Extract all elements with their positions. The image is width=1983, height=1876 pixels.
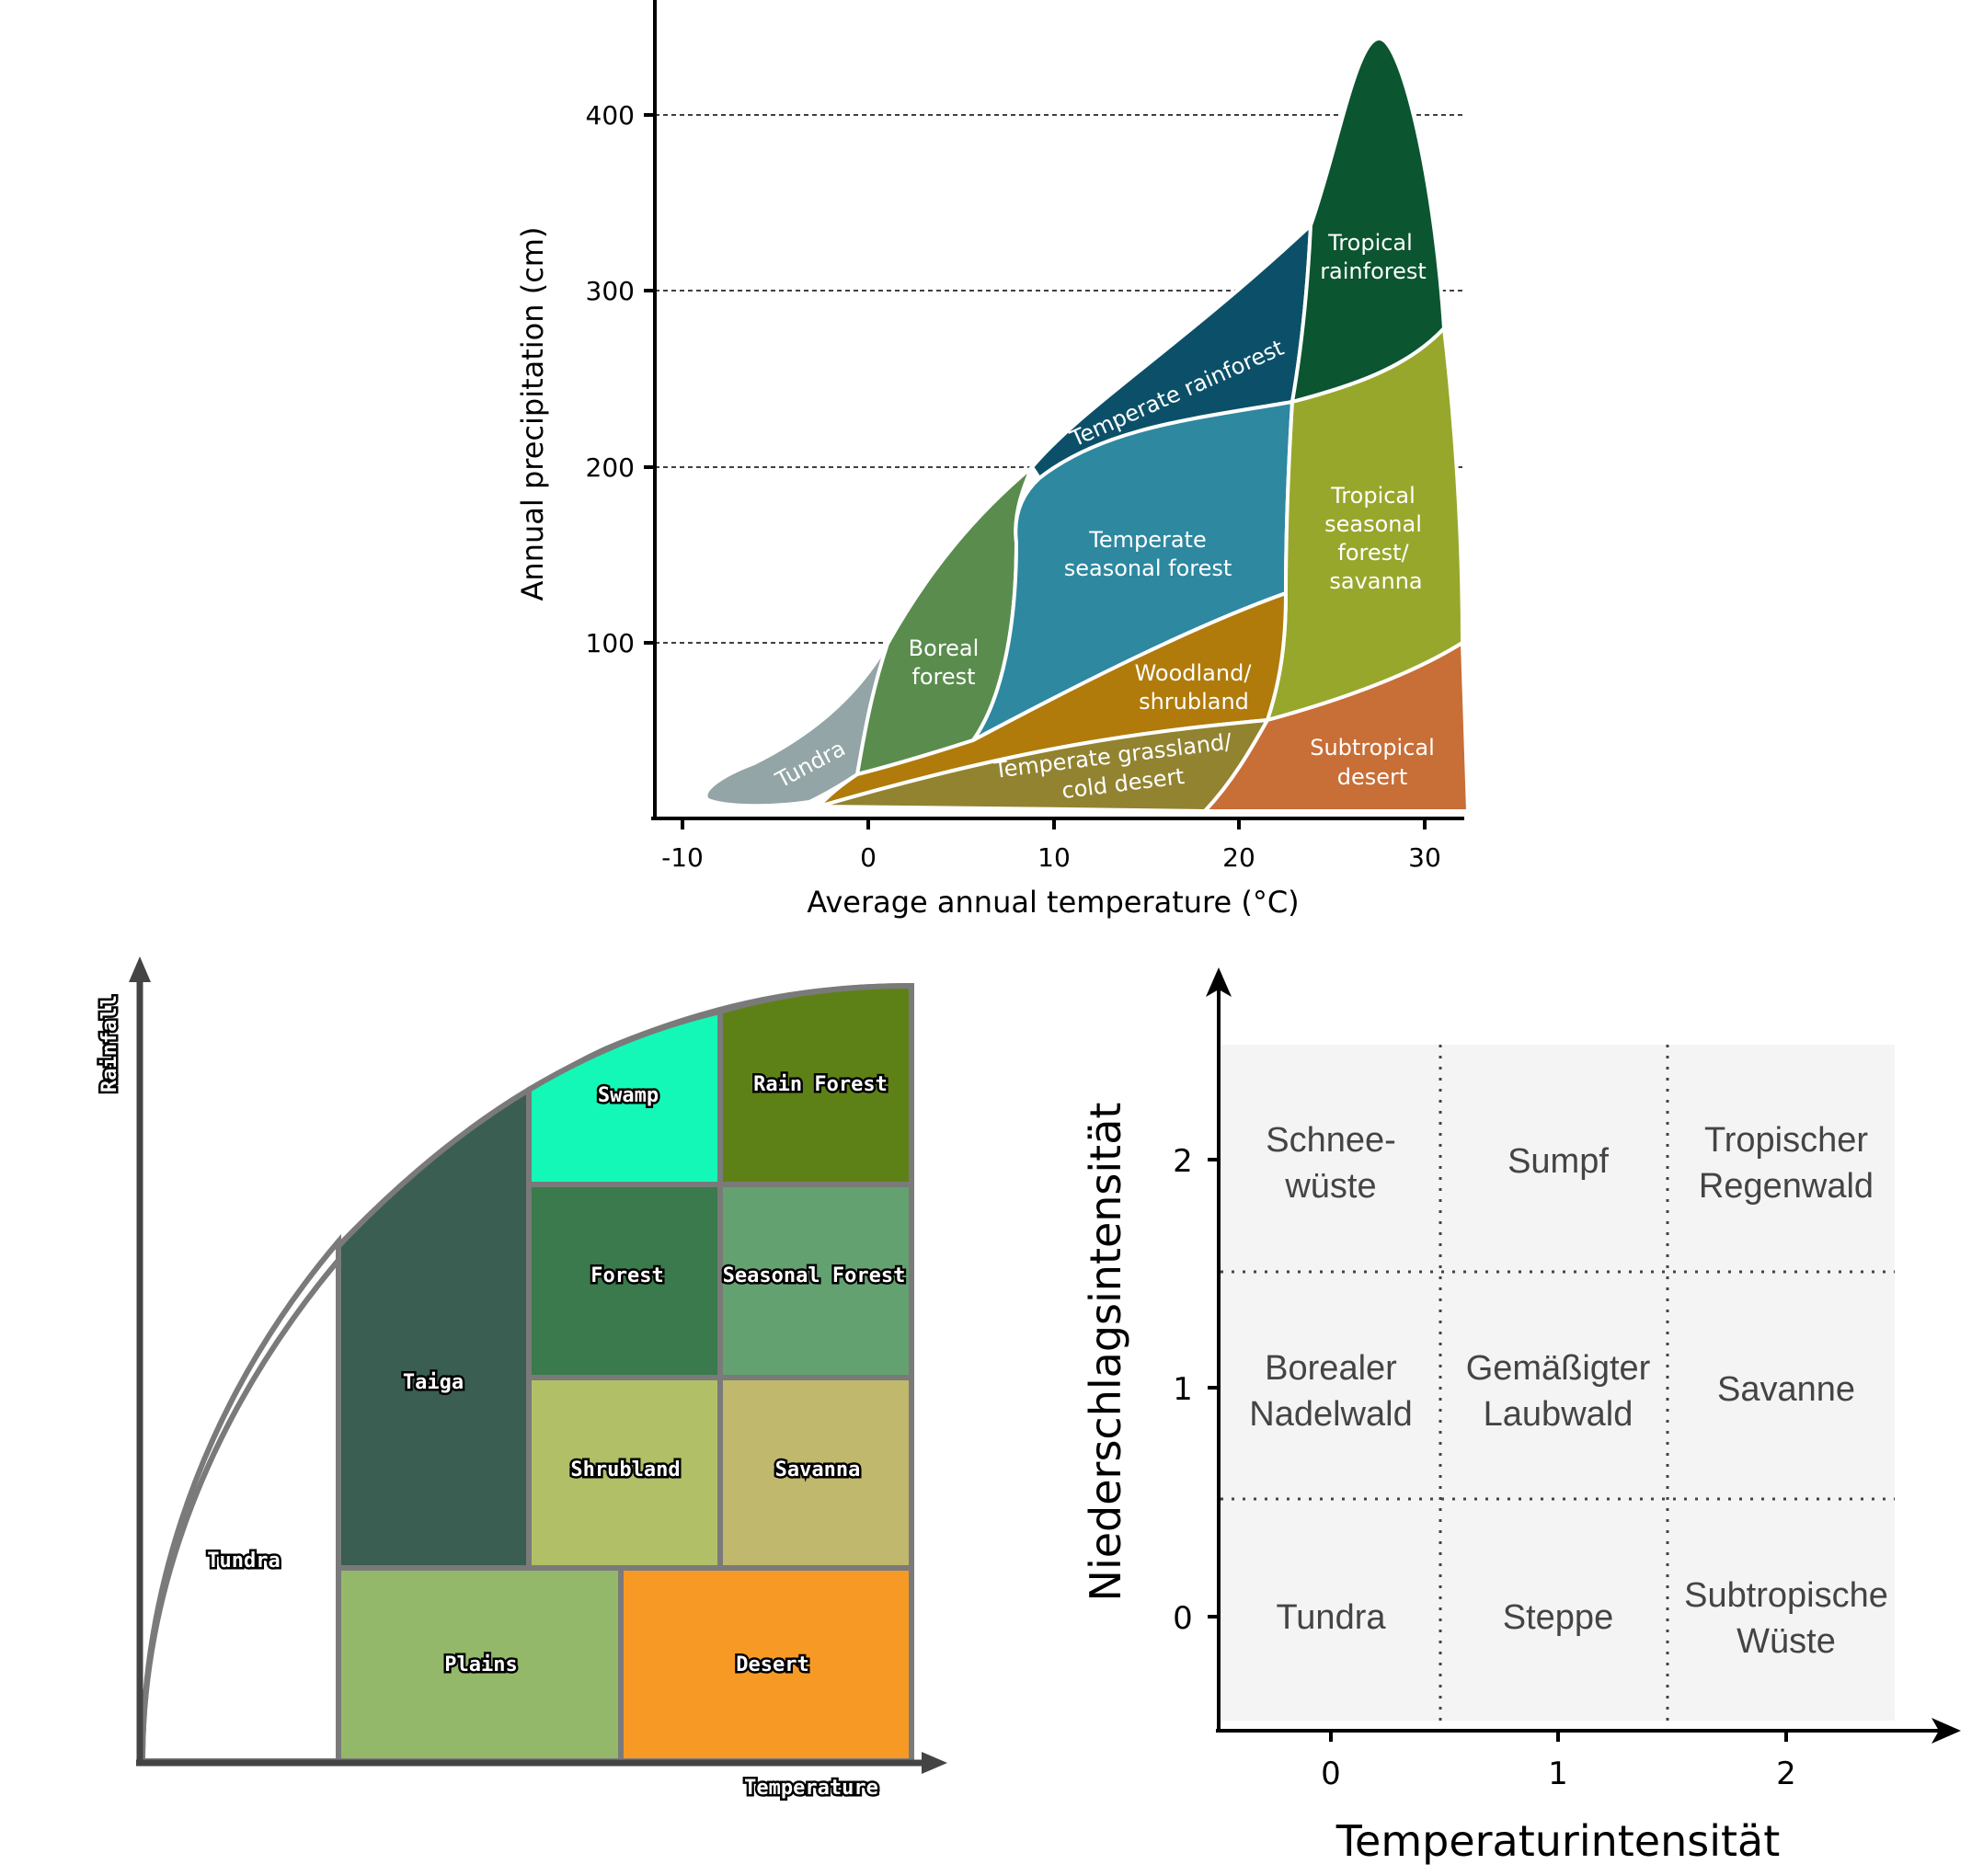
de-cell-steppe: Steppe [1503,1598,1613,1637]
ytick-label-300: 300 [586,276,635,306]
cell-taiga [336,1084,532,1571]
label-boreal-2: forest [911,664,975,690]
german-xtick-label-2: 2 [1776,1756,1796,1792]
de-cell-savanne: Savanne [1717,1370,1855,1409]
de-cell-tundra: Tundra [1277,1598,1387,1637]
ytick-label-100: 100 [586,628,635,658]
ytick-label-400: 400 [586,100,635,131]
pixel-cell-labels: Tundra Taiga Swamp Rain Forest Forest Se… [205,1071,908,1679]
german-x-arrow-icon [1931,1718,1961,1744]
de-cell-schneewueste-2: wüste [1284,1167,1376,1206]
german-x-label: Temperaturintensität [1335,1816,1781,1866]
de-cell-nadelwald-1: Borealer [1265,1349,1397,1388]
de-cell-laubwald-1: Gemäßigter [1466,1349,1651,1388]
xtick-label-m10: -10 [661,842,704,873]
whittaker-x-label: Average annual temperature (°C) [807,885,1299,920]
label-pixel-savanna: Savanna [775,1458,861,1481]
label-tropical-seasonal-1: Tropical [1330,483,1416,509]
de-cell-sumpf: Sumpf [1507,1142,1609,1181]
german-xtick-label-1: 1 [1548,1756,1568,1792]
label-pixel-desert: Desert [736,1653,808,1676]
german-y-arrow-icon [1206,967,1232,997]
de-cell-wueste-2: Wüste [1737,1622,1836,1661]
label-pixel-swamp: Swamp [598,1084,659,1107]
label-pixel-forest: Forest [590,1264,663,1287]
ytick-label-200: 200 [586,452,635,483]
grid-background [1221,1045,1895,1721]
label-temperate-seasonal-2: seasonal forest [1064,555,1232,581]
whittaker-diagram: Tundra Boreal forest Temperate seasonal … [515,0,1470,920]
german-ytick-label-1: 1 [1173,1371,1193,1408]
label-pixel-seasonal-forest: Seasonal Forest [723,1264,906,1287]
label-pixel-plains: Plains [444,1653,517,1676]
pixel-x-arrow-icon [922,1752,947,1774]
xtick-label-30: 30 [1408,842,1441,873]
label-pixel-shrubland: Shrubland [570,1458,680,1481]
label-tropical-rainforest-2: rainforest [1320,258,1427,284]
german-ytick-label-0: 0 [1173,1600,1193,1637]
german-axes [1206,967,1961,1744]
label-tropical-seasonal-3: forest/ [1337,540,1409,566]
pixel-x-label: Temperature [744,1777,878,1800]
pixel-y-label: Rainfall [98,995,121,1092]
german-cell-labels: Schnee- wüste Sumpf Tropischer Regenwald… [1249,1121,1888,1661]
label-tropical-rainforest-1: Tropical [1327,230,1413,256]
de-cell-schneewueste-1: Schnee- [1266,1121,1396,1160]
label-pixel-rain-forest: Rain Forest [753,1073,888,1096]
label-tropical-seasonal-2: seasonal [1324,511,1422,537]
cell-rain-forest [717,982,914,1187]
de-cell-regenwald-1: Tropischer [1704,1121,1868,1160]
whittaker-tick-labels: 100 200 300 400 -10 0 10 20 30 [586,100,1441,873]
german-tick-labels: 0 1 2 0 1 2 [1173,1143,1796,1792]
xtick-label-20: 20 [1222,842,1255,873]
xtick-label-10: 10 [1037,842,1071,873]
german-biome-grid: 0 1 2 0 1 2 Schnee- wüste Sumpf Tropisch… [1081,967,1961,1866]
de-cell-nadelwald-2: Nadelwald [1249,1395,1412,1434]
de-cell-regenwald-2: Regenwald [1699,1167,1874,1206]
label-pixel-taiga: Taiga [403,1371,464,1394]
label-subtropical-desert-1: Subtropical [1310,735,1435,761]
german-ytick-label-2: 2 [1173,1143,1193,1180]
cell-seasonal-forest [717,1182,914,1380]
pixel-chart-axes [129,956,947,1774]
label-woodland-2: shrubland [1139,689,1249,715]
cell-savanna [717,1375,914,1571]
de-cell-laubwald-2: Laubwald [1484,1395,1633,1434]
label-temperate-seasonal-1: Temperate [1088,527,1206,553]
cell-tundra [139,1233,341,1764]
label-subtropical-desert-2: desert [1337,764,1408,790]
tropical-rainforest-region [1290,36,1446,404]
label-tropical-seasonal-4: savanna [1329,568,1422,594]
whittaker-y-label: Annual precipitation (cm) [515,227,550,601]
xtick-label-0: 0 [860,842,877,873]
german-y-label: Niederschlagsintensität [1081,1103,1130,1602]
german-xtick-label-0: 0 [1321,1756,1341,1792]
label-woodland-1: Woodland/ [1135,660,1253,686]
de-cell-wueste-1: Subtropische [1684,1576,1888,1615]
label-boreal-1: Boreal [909,635,980,661]
pixel-biome-chart: Tundra Taiga Swamp Rain Forest Forest Se… [97,956,947,1802]
whittaker-axes [644,0,1464,829]
label-pixel-tundra: Tundra [207,1550,280,1573]
pixel-y-arrow-icon [129,956,151,982]
subtropical-desert-region [1203,641,1470,813]
